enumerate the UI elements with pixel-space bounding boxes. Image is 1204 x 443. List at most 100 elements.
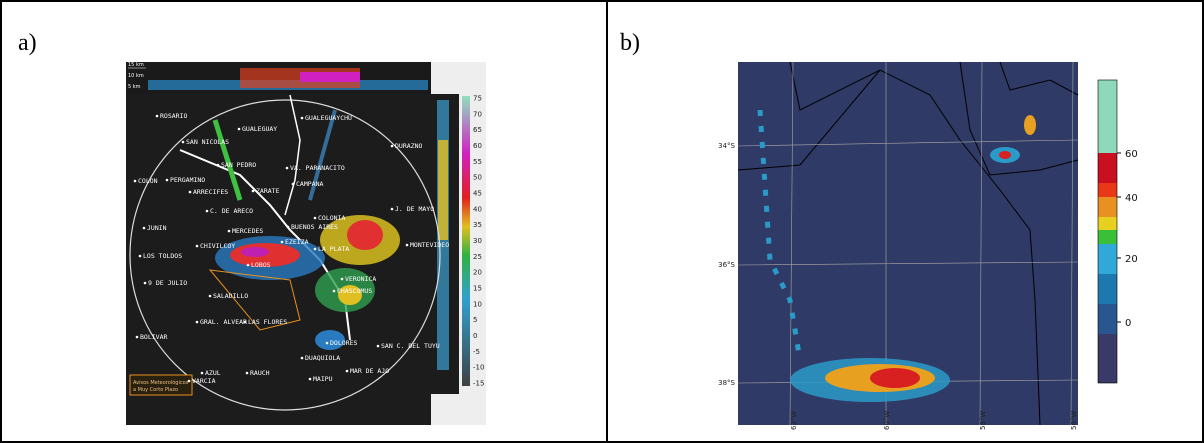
city-label: SALADILLO (213, 292, 248, 300)
city-label: BOLIVAR (140, 333, 167, 341)
city-dot (138, 254, 142, 258)
city-dot (325, 341, 329, 345)
city-label: LAS FLORES (248, 318, 287, 326)
city-dot (188, 190, 192, 194)
colorbar-tick-label: -10 (473, 364, 484, 372)
colorbar-tick-label: 25 (473, 253, 482, 261)
colorbar-tick-label: -5 (473, 348, 480, 356)
lon-label: 56°W (1070, 411, 1078, 430)
city-dot (291, 182, 295, 186)
colorbar-tick-label: 45 (473, 190, 482, 198)
city-label: VA. PARANACITO (290, 164, 345, 172)
city-dot (243, 320, 247, 324)
city-dot (187, 379, 191, 383)
city-label: EZEIZA (285, 238, 309, 246)
city-dot (143, 281, 147, 285)
city-label: J. DE MAYO (395, 205, 434, 213)
model-map (737, 61, 1079, 426)
city-label: ARRECIFES (193, 188, 228, 196)
colorbar-tick-label: 15 (473, 285, 482, 293)
city-label: JUNIN (147, 224, 167, 232)
colorbar-a (462, 96, 470, 386)
city-dot (227, 229, 231, 233)
city-dot (208, 294, 212, 298)
colorbar-tick-label: 40 (1125, 193, 1138, 204)
city-dot (313, 247, 317, 251)
city-label: MAIPU (313, 375, 333, 383)
colorbar-tick-label: 40 (473, 205, 482, 213)
colorbar-tick-label: -15 (473, 380, 484, 388)
city-dot (313, 216, 317, 220)
city-label: VERONICA (345, 275, 376, 283)
city-dot (135, 335, 139, 339)
colorbar-tick-label: 5 (473, 316, 477, 324)
city-dot (181, 140, 185, 144)
lat-label: 34°S (718, 142, 735, 150)
colorbar-tick-label: 10 (473, 300, 482, 308)
city-dot (340, 277, 344, 281)
city-label: ROSARIO (160, 112, 187, 120)
city-label: SAN PEDRO (221, 161, 256, 169)
city-label: COLON (138, 177, 158, 185)
city-label: GRAL. ALVEAR (200, 318, 247, 326)
city-dot (390, 207, 394, 211)
city-dot (390, 144, 394, 148)
city-label: COLONIA (318, 214, 345, 222)
city-label: DOLORES (330, 339, 357, 347)
city-dot (205, 209, 209, 213)
city-label: CHIVILCOY (200, 242, 235, 250)
city-label: LOBOS (251, 261, 271, 269)
colorbar-tick-label: 75 (473, 95, 482, 103)
city-dot (345, 369, 349, 373)
city-dot (251, 189, 255, 193)
colorbar-tick-label: 50 (473, 174, 482, 182)
colorbar-tick-label: 0 (1125, 318, 1131, 329)
city-dot (246, 263, 250, 267)
city-label: ZARATE (256, 187, 280, 195)
colorbar-tick-label: 60 (1125, 149, 1138, 160)
lon-label: 58°W (979, 411, 987, 430)
colorbar-tick-label: 30 (473, 237, 482, 245)
city-label: 9 DE JULIO (148, 279, 187, 287)
colorbar-tick-label: 0 (473, 332, 477, 340)
lat-label: 36°S (718, 261, 735, 269)
city-dot (216, 163, 220, 167)
city-dot (155, 114, 159, 118)
city-label: CAMPANA (296, 180, 323, 188)
city-dot (308, 377, 312, 381)
city-label: SAN NICOLAS (186, 138, 229, 146)
city-dot (237, 127, 241, 131)
city-label: SAN C. DEL TUYU (381, 342, 440, 350)
city-dot (405, 243, 409, 247)
colorbar-tick-label: 70 (473, 110, 482, 118)
city-label: DUAQUIOLA (305, 354, 340, 362)
colorbar-tick-label: 60 (473, 142, 482, 150)
colorbar-tick-label: 20 (1125, 254, 1138, 265)
city-dot (245, 371, 249, 375)
height-label: 5 km (128, 84, 141, 90)
panel-label: a) (18, 30, 37, 56)
city-dot (300, 116, 304, 120)
city-dot (142, 226, 146, 230)
city-dot (133, 179, 137, 183)
city-dot (280, 240, 284, 244)
city-label: MAR DE AJO (350, 367, 389, 375)
city-dot (165, 178, 169, 182)
city-label: RAUCH (250, 369, 270, 377)
lon-label: 62°W (790, 411, 798, 430)
lon-label: 60°W (883, 411, 891, 430)
colorbar-tick-label: 65 (473, 126, 482, 134)
city-label: GUALEGUAY (242, 125, 277, 133)
city-label: VARCIA (192, 377, 216, 385)
city-label: BUENOS AIRES (291, 223, 338, 231)
legend-text: Avisos Meteorológicos (133, 379, 189, 386)
radar-image (126, 62, 486, 425)
city-dot (195, 244, 199, 248)
city-label: LOS TOLDOS (143, 252, 182, 260)
city-label: PERGAMINO (170, 176, 205, 184)
city-label: DURAZNO (395, 142, 422, 150)
city-dot (195, 320, 199, 324)
city-label: CHASCOMUS (337, 287, 372, 295)
height-label: 15 km (128, 62, 144, 68)
